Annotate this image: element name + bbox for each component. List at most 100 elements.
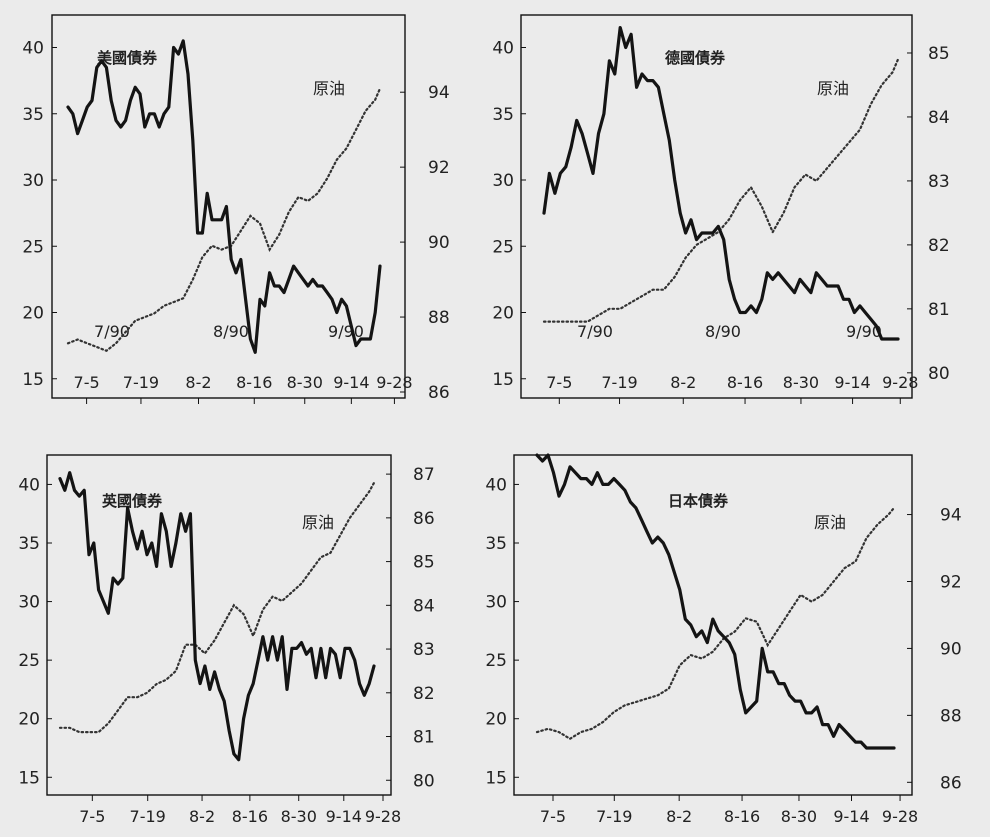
month-label: 8/90 [705,322,741,341]
panel-title: 德國債券 [665,49,726,67]
x-tick-label: 8-30 [287,373,323,392]
y-right-tick-label: 88 [428,308,450,328]
chart-german-bonds: 15 20 25 30 35 40 80 81 82 83 84 85 7-5 7-19 8-2 8-16 8-… [492,14,950,404]
oil-series-line [58,481,376,734]
y-right-tick-label: 82 [413,684,435,704]
y-right-tick-label: 90 [940,639,962,659]
x-tick-label: 8-2 [185,373,211,392]
month-label: 8/90 [213,322,249,341]
y-left-tick-label: 30 [18,593,40,613]
oil-series-line [66,87,382,353]
x-tick-label: 7-5 [74,373,100,392]
y-left-tick-label: 35 [18,534,40,554]
x-tick-label: 9-28 [365,807,401,826]
x-tick-label: 9-14 [833,807,869,826]
oil-series-line [535,506,896,741]
bond-series-line [58,471,376,762]
y-right-tick-label: 84 [928,108,950,128]
y-right-tick-label: 80 [413,771,435,791]
y-left-tick-label: 15 [485,768,507,788]
plot-frame [51,14,406,399]
month-label: 7/90 [577,322,613,341]
x-tick-label: 9-14 [834,373,870,392]
y-left-tick-label: 40 [22,39,44,59]
x-tick-label: 7-19 [130,807,166,826]
x-tick-label: 8-30 [783,373,819,392]
y-left-tick-label: 40 [18,475,40,495]
panel-title: 日本債券 [668,492,729,510]
x-tick-label: 7-19 [123,373,159,392]
x-tick-label: 9-28 [376,373,412,392]
y-right-tick-label: 80 [928,364,950,384]
oil-label: 原油 [302,513,334,532]
y-left-tick-label: 35 [22,105,44,125]
y-left-tick-label: 25 [485,651,507,671]
y-right-tick-label: 83 [928,172,950,192]
x-tick-label: 7-19 [601,373,637,392]
y-left-tick-label: 15 [492,370,514,390]
y-right-tick-label: 81 [928,300,950,320]
plot-frame [513,454,913,796]
y-right-tick-label: 84 [413,596,435,616]
y-right-tick-label: 87 [413,465,435,485]
x-tick-label: 8-30 [781,807,817,826]
bond-series-line [66,39,382,354]
y-right-tick-label: 85 [413,553,435,573]
y-right-tick-label: 81 [413,728,435,748]
y-right-tick-label: 92 [428,158,450,178]
chart-uk-bonds: 15 20 25 30 35 40 80 81 82 83 84 85 86 87 7-5 7-19 8-2 8-… [18,454,435,826]
y-left-tick-label: 20 [492,304,514,324]
y-left-tick-label: 30 [492,171,514,191]
y-left-tick-label: 20 [485,710,507,730]
y-right-tick-label: 85 [928,44,950,64]
y-right-tick-label: 86 [428,383,450,403]
oil-label: 原油 [313,79,345,98]
y-right-tick-label: 90 [428,233,450,253]
plot-frame [520,14,913,399]
x-tick-label: 8-16 [727,373,763,392]
x-tick-label: 8-16 [236,373,272,392]
y-left-tick-label: 25 [18,651,40,671]
month-label: 9/90 [328,322,364,341]
oil-label: 原油 [817,79,849,98]
x-tick-label: 8-30 [281,807,317,826]
y-left-tick-label: 40 [492,39,514,59]
y-left-tick-label: 35 [492,105,514,125]
y-right-tick-label: 86 [413,509,435,529]
y-right-tick-label: 92 [940,572,962,592]
bond-series-line [542,26,900,341]
x-tick-label: 7-5 [546,373,572,392]
y-left-tick-label: 25 [492,237,514,257]
x-tick-label: 7-5 [79,807,105,826]
chart-japan-bonds: 15 20 25 30 35 40 86 88 90 92 94 7-5 7-19 8-2 8-16 8-30… [485,453,962,826]
x-tick-label: 8-2 [666,807,692,826]
y-left-tick-label: 30 [22,171,44,191]
month-label: 7/90 [94,322,130,341]
panel-title: 英國債券 [102,492,163,510]
panel-title: 美國債券 [97,49,158,67]
y-right-tick-label: 94 [428,83,450,103]
x-tick-label: 8-2 [670,373,696,392]
x-tick-label: 7-5 [540,807,566,826]
y-right-tick-label: 88 [940,706,962,726]
x-tick-label: 8-16 [724,807,760,826]
y-right-tick-label: 94 [940,506,962,526]
plot-frame [46,454,392,796]
y-left-tick-label: 35 [485,534,507,554]
x-tick-label: 9-28 [882,373,918,392]
x-tick-label: 9-14 [333,373,369,392]
y-left-tick-label: 25 [22,237,44,257]
bond-series-line [535,453,896,750]
x-tick-label: 9-28 [882,807,918,826]
x-tick-label: 8-2 [189,807,215,826]
month-label: 9/90 [846,322,882,341]
oil-series-line [542,58,900,323]
y-left-tick-label: 15 [18,768,40,788]
y-left-tick-label: 40 [485,475,507,495]
x-tick-label: 8-16 [232,807,268,826]
x-tick-label: 9-14 [326,807,362,826]
x-tick-label: 7-19 [596,807,632,826]
y-right-tick-label: 83 [413,640,435,660]
oil-label: 原油 [814,513,846,532]
